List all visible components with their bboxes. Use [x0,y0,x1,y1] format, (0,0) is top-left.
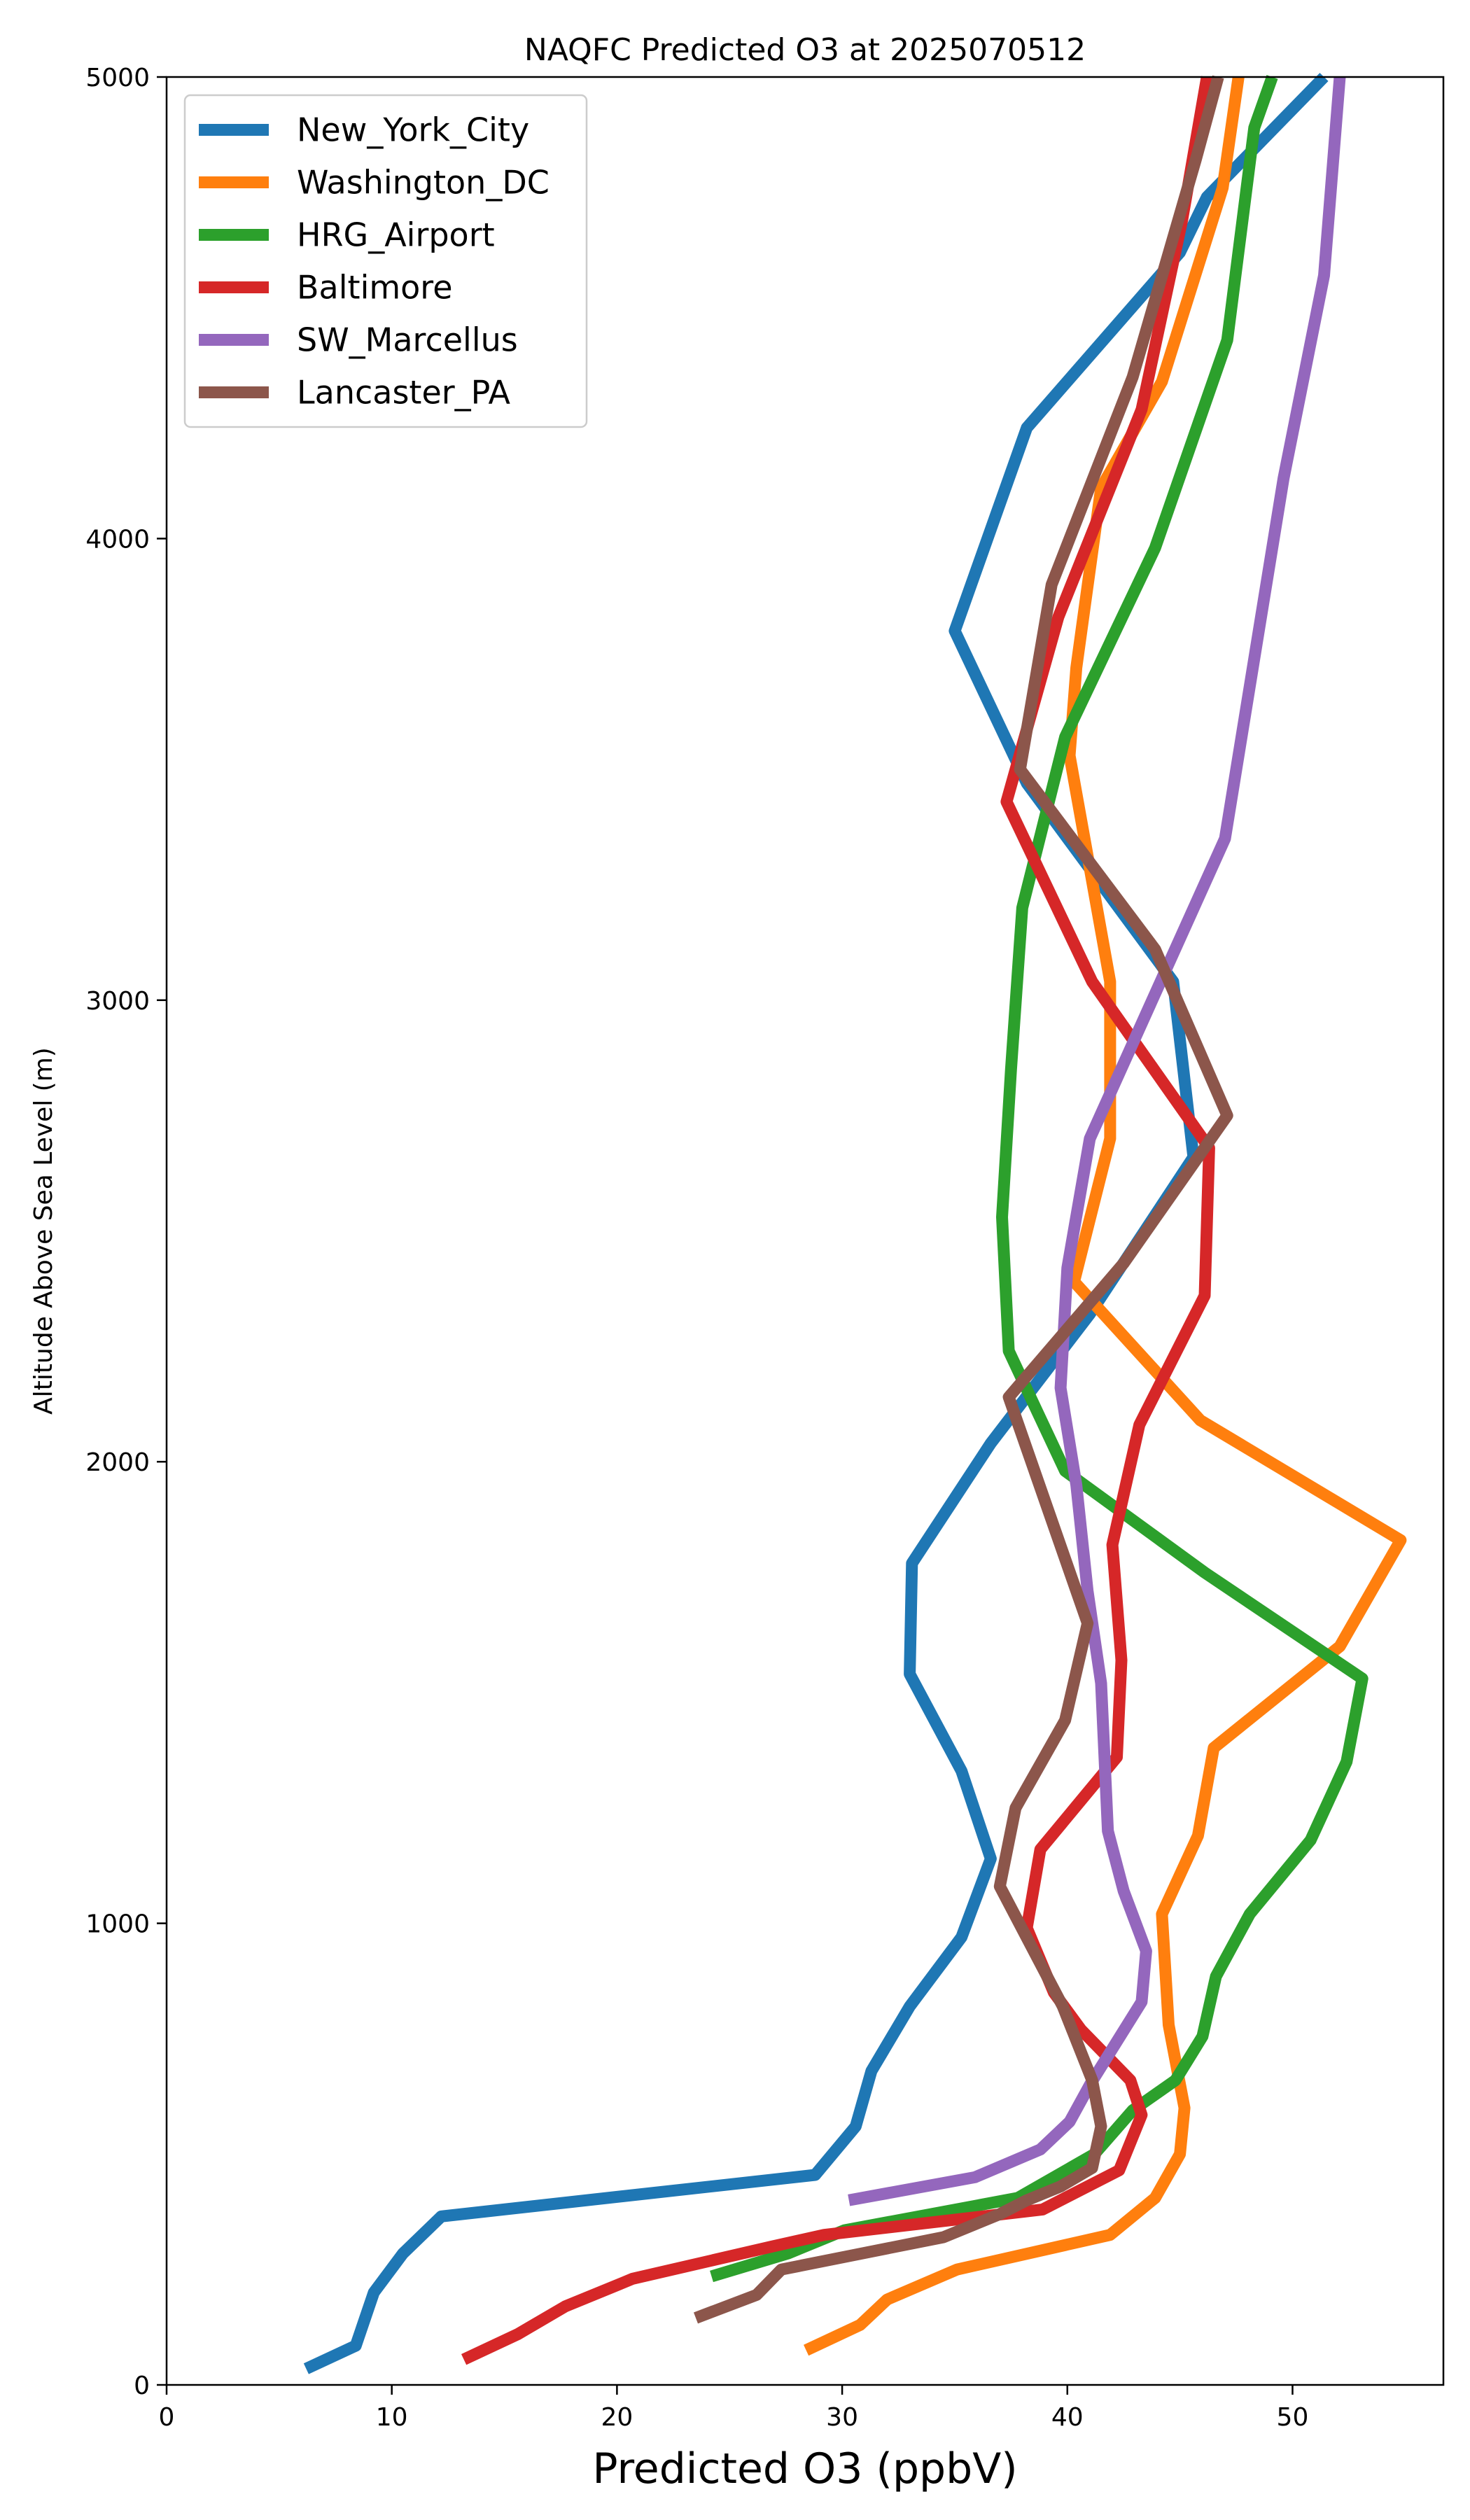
plot-frame [165,76,1445,2386]
legend-box [183,94,588,428]
series-line-baltimore [461,76,1215,2365]
legend-label: New_York_City [297,111,529,149]
legend: New_York_City Washington_DC HRG_Airport Bal… [183,94,588,428]
legend-label: Lancaster_PA [297,374,510,412]
y-tick-label: 3000 [85,987,150,1016]
y-tick-label: 4000 [85,525,150,554]
x-tick-label: 20 [601,2403,633,2432]
legend-label: Washington_DC [297,164,550,202]
chart-title: NAQFC Predicted O3 at 2025070512 [524,32,1086,68]
y-tick-label: 1000 [85,1910,150,1939]
x-tick-label: 30 [826,2403,858,2432]
series-line-hrg-airport [710,75,1368,2283]
legend-label: SW_Marcellus [297,321,518,359]
legend-label: HRG_Airport [297,216,495,254]
x-tick-label: 40 [1051,2403,1084,2432]
x-tick-label: 10 [376,2403,408,2432]
y-tick-label: 5000 [85,64,150,92]
series-line-new-york-city [303,73,1329,2374]
series-line-lancaster-pa [693,75,1233,2324]
legend-label: Baltimore [297,269,453,307]
x-tick-label: 50 [1277,2403,1309,2432]
x-tick-label: 0 [159,2403,175,2432]
x-axis-label: Predicted O3 (ppbV) [592,2444,1017,2493]
series-line-washington-dc [803,76,1407,2356]
y-tick-label: 2000 [85,1448,150,1477]
series-line-sw-marcellus [848,76,1346,2206]
axes-layer: 0 10 20 30 40 50 0 1000 2000 3000 4000 5000 [85,64,1308,2432]
y-axis-label: Altitude Above Sea Level (m) [29,1047,58,1415]
y-tick-label: 0 [134,2372,150,2400]
series-layer [303,73,1407,2374]
